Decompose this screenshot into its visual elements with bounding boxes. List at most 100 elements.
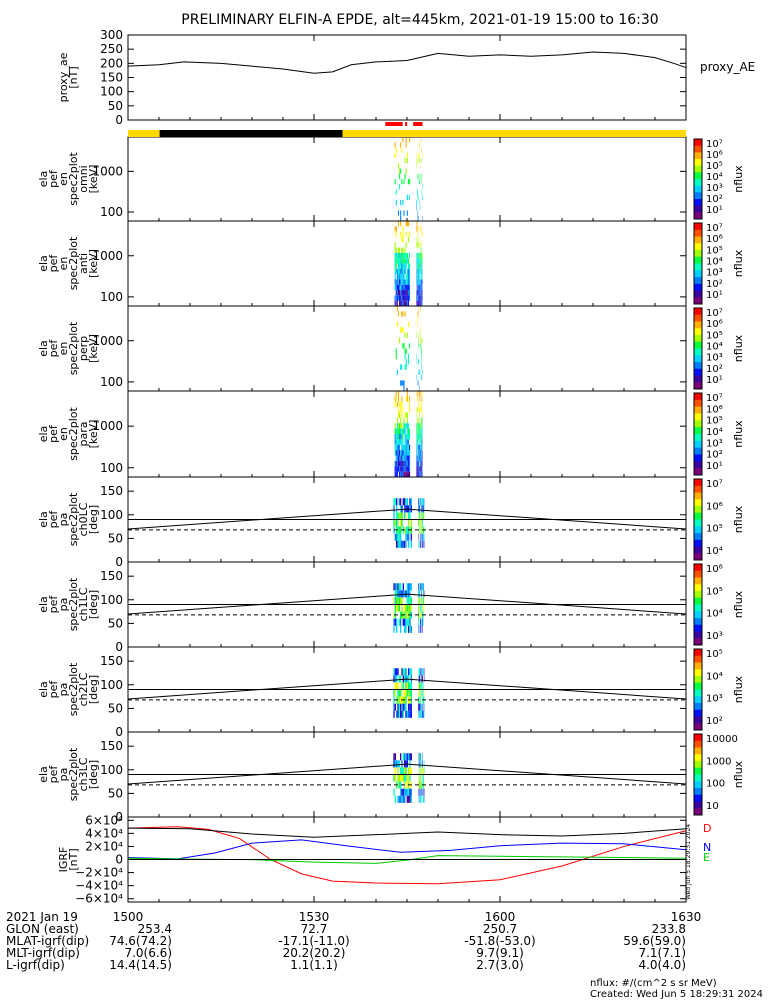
- spectrogram-cell: [406, 221, 408, 227]
- spectrogram-cell: [402, 583, 404, 591]
- colorbar-label-anti: nflux: [732, 249, 745, 277]
- ytick-proxy_ae-2: 200: [100, 56, 123, 70]
- footer-created: Created: Wed Jun 5 18:29:31 2024: [590, 989, 763, 1000]
- spectrogram-cell: [400, 767, 402, 775]
- colorbar-segment: [694, 556, 702, 561]
- spectrogram-cell: [396, 498, 398, 506]
- spectrogram-cell: [395, 300, 397, 306]
- spectrogram-cell: [402, 460, 404, 467]
- spectrogram-cell: [398, 689, 401, 697]
- colorbar-segment: [694, 536, 702, 541]
- spectrogram-cell: [398, 583, 401, 591]
- colorbar-segment: [694, 393, 702, 397]
- ephemeris-value-3-0: 14.4(14.5): [109, 958, 172, 972]
- spectrogram-cell: [405, 231, 407, 237]
- spectrogram-cell: [408, 396, 411, 402]
- footer-units: nflux: #/(cm^2 s sr MeV): [590, 978, 717, 989]
- spectrogram-cell: [402, 258, 404, 264]
- colorbar-segment: [694, 403, 702, 408]
- spectrogram-cell: [401, 252, 403, 259]
- spectrogram-cell: [406, 434, 408, 440]
- ytick-omni-0: 1000: [92, 164, 123, 178]
- spectrogram-cell: [401, 512, 403, 520]
- spectrogram-cell: [394, 300, 396, 306]
- spectrogram-cell: [406, 597, 408, 605]
- ytick-ch0LC-2: 50: [108, 531, 123, 545]
- colorbar-tick-omni-5: 10²: [706, 194, 723, 205]
- spectrogram-cell: [399, 274, 401, 280]
- colorbar-segment: [694, 692, 702, 697]
- ytick-proxy_ae-4: 100: [100, 85, 123, 99]
- spectrogram-cell: [400, 781, 402, 789]
- colorbar-segment: [694, 502, 702, 507]
- colorbar-segment: [694, 499, 702, 504]
- ylabel-omni-3: spec2plot: [67, 152, 80, 206]
- colorbar-segment: [694, 774, 702, 779]
- colorbar-tick-ch0LC-2: 10⁵: [706, 524, 723, 535]
- spectrogram-cell: [399, 300, 401, 306]
- spectrogram-cell: [400, 533, 402, 541]
- ytick-ch0LC-3: 0: [115, 555, 123, 569]
- spectrogram-cell: [403, 450, 405, 456]
- ylabel-perp-3: spec2plot: [67, 321, 80, 375]
- colorbar-segment: [694, 139, 702, 143]
- spectrogram-cell: [403, 455, 405, 461]
- spectrogram-cell: [396, 604, 398, 612]
- spectrogram-cell: [399, 401, 401, 408]
- colorbar-segment: [694, 669, 702, 674]
- spectrogram-cell: [406, 332, 408, 338]
- legend-igrf-d: D: [703, 822, 711, 835]
- spectrogram-cell: [406, 498, 408, 506]
- spectrogram-cell: [408, 284, 411, 291]
- spectrogram-cell: [396, 417, 398, 424]
- spectrogram-cell: [403, 625, 406, 633]
- ylabel-para-5: [keV]: [87, 420, 100, 449]
- spectrogram-cell: [405, 498, 407, 506]
- colorbar-segment: [694, 420, 702, 425]
- ylabel-ch3LC-3: spec2plot: [67, 747, 80, 801]
- ytick-perp-1: 100: [100, 375, 123, 389]
- spectrogram-cell: [405, 471, 407, 477]
- spectrogram-cell: [403, 417, 405, 424]
- spectrogram-cell: [394, 396, 396, 402]
- colorbar-segment: [694, 297, 702, 302]
- spectrogram-cell: [394, 760, 397, 768]
- colorbar-frame: [693, 392, 703, 476]
- spectrogram-cell: [406, 611, 408, 619]
- spectrogram-cell: [400, 380, 402, 386]
- spectrogram-cell: [395, 258, 397, 264]
- colorbar-segment: [694, 703, 702, 707]
- colorbar-segment: [694, 375, 702, 380]
- ylabel-omni-5: [keV]: [87, 165, 100, 194]
- spectrogram-cell: [394, 423, 396, 429]
- colorbar-segment: [694, 331, 702, 336]
- spectrogram-cell: [400, 590, 402, 598]
- spectrogram-cell: [402, 434, 404, 440]
- colorbar-segment: [694, 461, 702, 466]
- spectrogram-cell: [405, 412, 407, 418]
- colorbar-segment: [694, 368, 702, 373]
- spectrogram-cell: [396, 455, 398, 461]
- spectrogram-cell: [394, 152, 396, 158]
- spectrogram-cell: [394, 247, 396, 253]
- colorbar-segment: [694, 155, 702, 160]
- spectrogram-cell: [404, 444, 406, 451]
- spectrogram-cell: [402, 428, 404, 434]
- spectrogram-cell: [407, 353, 409, 360]
- spectrogram-cell: [394, 252, 396, 259]
- spectrogram-cell: [400, 268, 402, 275]
- ytick-ch0LC-1: 100: [100, 508, 123, 522]
- spectrogram-cell: [397, 295, 400, 301]
- colorbar-segment: [694, 195, 702, 200]
- spectrogram-cell: [394, 450, 396, 456]
- colorbar-segment: [694, 479, 702, 483]
- series-igrf-D: [127, 826, 687, 885]
- spectrogram-cell: [394, 774, 397, 782]
- colorbar-segment: [694, 454, 702, 459]
- spectrogram-cell: [400, 142, 402, 148]
- spectrogram-cell: [407, 455, 409, 461]
- colorbar-tick-omni-6: 10¹: [706, 205, 723, 216]
- spectrogram-cell: [403, 268, 405, 275]
- colorbar-tick-ch3LC-2: 100: [706, 779, 725, 790]
